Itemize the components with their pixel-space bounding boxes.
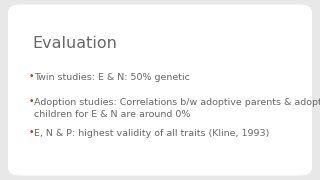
Text: Twin studies: E & N: 50% genetic: Twin studies: E & N: 50% genetic: [34, 73, 189, 82]
Text: •: •: [28, 97, 34, 106]
Text: Adoption studies: Correlations b/w adoptive parents & adopted
children for E & N: Adoption studies: Correlations b/w adopt…: [34, 98, 320, 119]
Text: E, N & P: highest validity of all traits (Kline, 1993): E, N & P: highest validity of all traits…: [34, 129, 269, 138]
Text: •: •: [28, 128, 34, 137]
Text: •: •: [28, 72, 34, 81]
Text: Evaluation: Evaluation: [32, 36, 117, 51]
